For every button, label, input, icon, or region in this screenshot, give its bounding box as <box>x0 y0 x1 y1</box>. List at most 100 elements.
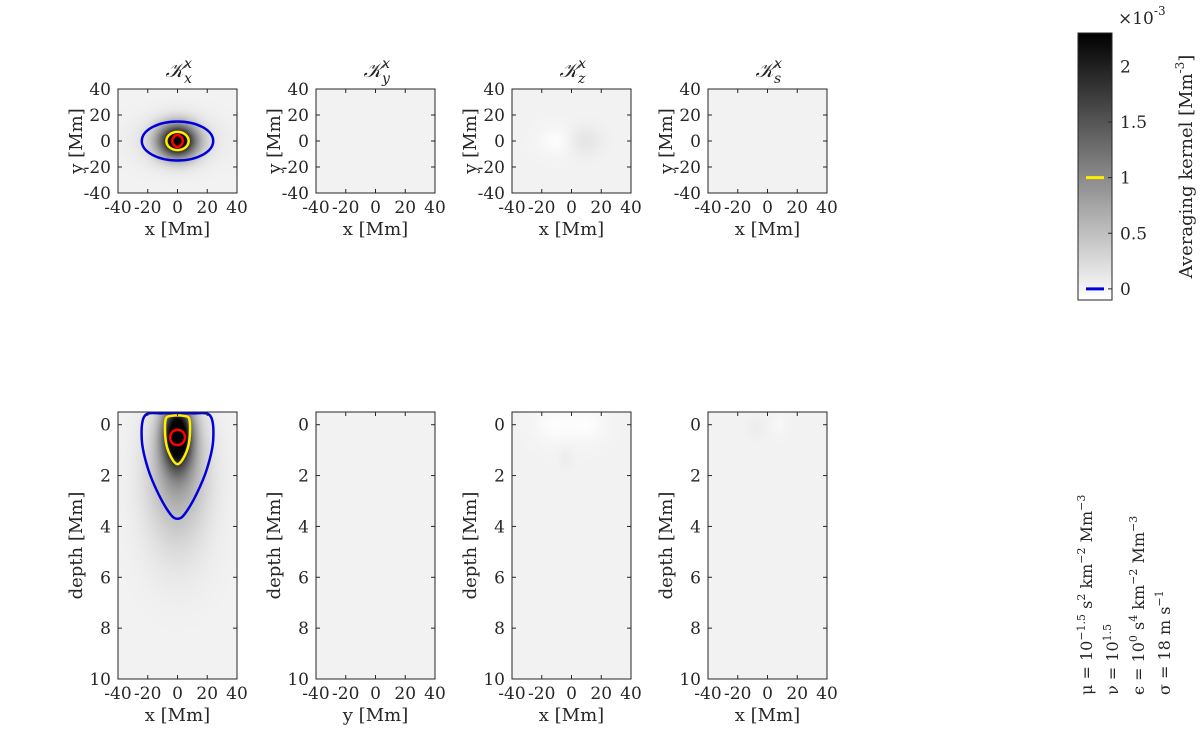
y-tick-label: -40 <box>282 184 309 204</box>
x-tick-label: 40 <box>424 684 446 704</box>
panel-7: -40 -20 0 20 40 0 2 4 6 8 10 x [Mm] depth [Mm] <box>460 411 642 726</box>
y-tick-label: -40 <box>674 184 701 204</box>
y-tick-label: -20 <box>84 158 111 178</box>
x-tick-label: 20 <box>786 198 808 218</box>
y-tick-label: 20 <box>287 106 309 126</box>
param-unit-exp: 2 <box>1075 594 1088 601</box>
colorbar-gradient <box>1077 32 1113 301</box>
contour-0 <box>140 411 215 521</box>
y-tick-label: 6 <box>100 568 111 588</box>
panel-title-sub: y <box>381 71 391 87</box>
x-tick-label: -20 <box>134 684 161 704</box>
y-tick-label: 0 <box>494 416 505 436</box>
y-tick-label: 2 <box>690 467 701 487</box>
y-tick-label: 10 <box>89 670 111 690</box>
x-tick-label: 0 <box>566 198 577 218</box>
y-tick-label: 6 <box>690 568 701 588</box>
y-axis-label: depth [Mm] <box>460 492 481 600</box>
heatmap-image <box>118 412 237 679</box>
axes-frame <box>511 411 632 680</box>
panel-title: 𝒦x z <box>560 56 587 87</box>
axes-frame <box>117 411 238 680</box>
param-exp: −1 <box>1153 590 1166 606</box>
panel-title: 𝒦x s <box>756 56 783 87</box>
colorbar-multiplier: ×10-3 <box>1118 4 1166 29</box>
panel-title-sup: x <box>184 56 192 72</box>
x-tick-label: 40 <box>226 198 248 218</box>
x-axis-label: x [Mm] <box>145 219 210 240</box>
y-tick-label: 0 <box>494 132 505 152</box>
x-tick-label: 0 <box>370 684 381 704</box>
heatmap-image <box>708 89 827 193</box>
param-unit2: km <box>1129 585 1148 615</box>
x-tick-label: 20 <box>786 684 808 704</box>
colorbar-label: Averaging kernel [Mm-3] <box>1173 55 1197 280</box>
y-tick-label: -40 <box>478 184 505 204</box>
x-tick-label: 0 <box>370 198 381 218</box>
y-tick-label: 6 <box>494 568 505 588</box>
param-exp: 1.5 <box>1101 624 1114 642</box>
x-tick-label: -20 <box>528 684 555 704</box>
x-tick-label: 40 <box>816 684 838 704</box>
contour-1 <box>165 130 190 152</box>
x-tick-label: 40 <box>620 684 642 704</box>
x-tick-label: 40 <box>424 198 446 218</box>
x-axis-label: x [Mm] <box>539 219 604 240</box>
y-tick-label: -20 <box>674 158 701 178</box>
colorbar-tick-label: 0 <box>1120 280 1131 300</box>
x-tick-label: 40 <box>226 684 248 704</box>
y-tick-label: 4 <box>298 517 309 537</box>
colorbar-label-exp: -3 <box>1173 62 1187 74</box>
y-axis-label: y [Mm] <box>656 108 677 174</box>
y-tick-label: 40 <box>287 80 309 100</box>
y-tick-label: 0 <box>100 416 111 436</box>
axes-frame <box>707 411 828 680</box>
panel-title-sup: x <box>774 56 782 72</box>
y-tick-label: 4 <box>690 517 701 537</box>
param-unit: s <box>1077 601 1096 614</box>
axes: -40 -20 0 20 40 0 2 4 6 8 10 <box>287 412 446 704</box>
heatmap-image <box>512 89 631 193</box>
x-tick-label: -20 <box>528 198 555 218</box>
y-tick-label: 20 <box>483 106 505 126</box>
param-unit3: Mm <box>1129 532 1148 569</box>
y-tick-label: 10 <box>287 670 309 690</box>
y-tick-label: -20 <box>282 158 309 178</box>
y-axis-label: depth [Mm] <box>66 492 87 600</box>
param-unit2: km <box>1077 564 1096 594</box>
y-tick-label: 4 <box>494 517 505 537</box>
x-tick-label: -40 <box>498 198 525 218</box>
y-tick-label: 0 <box>690 416 701 436</box>
y-tick-label: 10 <box>483 670 505 690</box>
contour-2 <box>171 133 184 149</box>
param-lhs: ϵ = 10 <box>1129 642 1148 695</box>
contour-2 <box>168 428 187 447</box>
x-axis-label: x [Mm] <box>735 219 800 240</box>
param-unit2-exp: −2 <box>1075 547 1088 563</box>
y-tick-label: 0 <box>298 132 309 152</box>
x-tick-label: -20 <box>134 198 161 218</box>
x-axis-label: x [Mm] <box>735 705 800 726</box>
y-axis-label: y [Mm] <box>264 108 285 174</box>
param-lhs: ν = 10 <box>1103 641 1122 695</box>
x-axis-label: x [Mm] <box>343 219 408 240</box>
x-tick-label: -20 <box>724 198 751 218</box>
axes-frame <box>511 88 632 194</box>
x-tick-label: 0 <box>762 684 773 704</box>
param-unit2-exp: −2 <box>1127 569 1140 585</box>
heatmap-image <box>708 412 827 679</box>
axes: -40 -20 0 20 40 0 2 4 6 8 10 <box>679 412 838 704</box>
y-tick-label: 2 <box>494 467 505 487</box>
panel-5: -40 -20 0 20 40 0 2 4 6 8 10 x [Mm] depth [Mm] <box>66 411 248 726</box>
colorbar-tick-label: 0.5 <box>1120 224 1147 244</box>
axes: -40 -20 0 20 40 0 2 4 6 8 10 <box>89 412 248 704</box>
y-tick-label: 2 <box>298 467 309 487</box>
panel-title: 𝒦x y <box>364 56 392 87</box>
axes-frame <box>315 88 436 194</box>
